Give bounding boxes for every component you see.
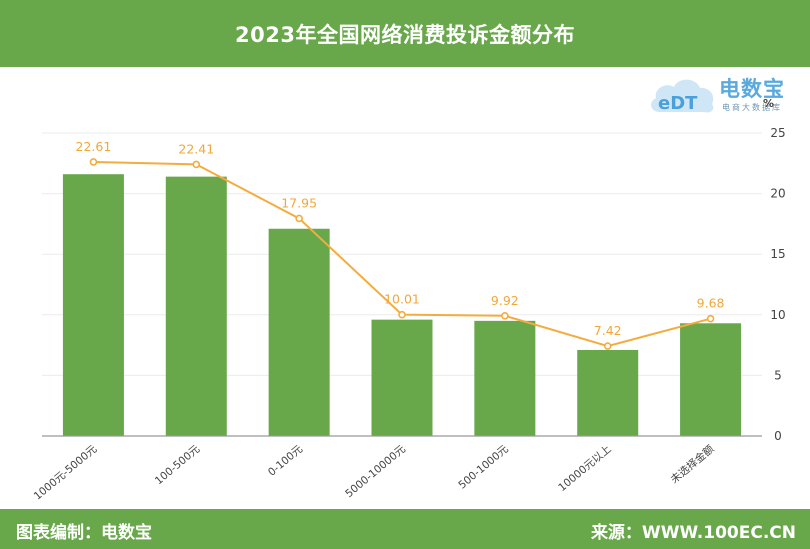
y-axis-ticks: 0 5 10 15 20 25 (770, 126, 785, 443)
data-label: 22.61 (76, 139, 112, 154)
footer-compiler: 图表编制：电数宝 (16, 523, 152, 543)
y-tick-label: 25 (770, 126, 785, 140)
line-point (501, 311, 509, 320)
x-tick-label: 0-100元 (266, 443, 306, 479)
footer-source: 来源：WWW.100EC.CN (590, 523, 796, 543)
line-point (603, 342, 612, 350)
x-tick-label: 500-1000元 (456, 443, 511, 492)
x-tick-label: 5000-10000元 (343, 443, 408, 500)
bar (474, 320, 536, 436)
x-axis-ticks: 1000元-5000元 100-500元 0-100元 5000-10000元 500-… (32, 442, 717, 503)
y-tick-label: 10 (770, 308, 785, 322)
line-point (89, 158, 98, 166)
data-labels: 22.61 22.41 17.95 10.01 9.92 7.42 9.68 (76, 139, 725, 338)
line-point (398, 310, 406, 319)
data-label: 7.42 (594, 323, 622, 338)
y-tick-label: 5 (774, 368, 782, 382)
logo-brand: 电数宝 (719, 77, 785, 101)
bar (371, 319, 433, 436)
data-label: 9.68 (697, 296, 725, 311)
data-label: 22.41 (178, 141, 214, 156)
y-tick-label: 20 (770, 187, 785, 201)
y-tick-label: 15 (770, 247, 785, 261)
percent-symbol: % (763, 97, 775, 110)
bar (577, 349, 639, 436)
line-point (706, 314, 715, 323)
bars (62, 174, 742, 436)
bar (268, 228, 330, 436)
logo-mark: eDT (658, 93, 698, 114)
line-point (192, 160, 201, 169)
data-label: 17.95 (281, 195, 317, 210)
bar (680, 323, 742, 436)
chart-title: 2023年全国网络消费投诉金额分布 (235, 22, 575, 47)
x-tick-label: 1000元-5000元 (32, 443, 100, 503)
data-label: 9.92 (491, 293, 519, 308)
chart-title-bar: 2023年全国网络消费投诉金额分布 (0, 0, 810, 67)
footer-bar: 图表编制：电数宝 来源：WWW.100EC.CN (0, 509, 810, 549)
x-tick-label: 10000元以上 (556, 443, 613, 494)
y-tick-label: 0 (774, 429, 782, 443)
x-tick-label: 未选择金额 (668, 442, 717, 486)
bar (62, 174, 124, 436)
data-label: 10.01 (384, 292, 420, 307)
x-tick-label: 100-500元 (153, 443, 203, 487)
logo-tagline: 电商大数据库 (722, 103, 782, 112)
line-points (89, 158, 715, 350)
bar (165, 176, 227, 436)
line-point (295, 214, 303, 223)
edt-logo: eDT 电数宝 电商大数据库 % (648, 72, 788, 118)
cloud-icon: eDT (651, 79, 714, 114)
